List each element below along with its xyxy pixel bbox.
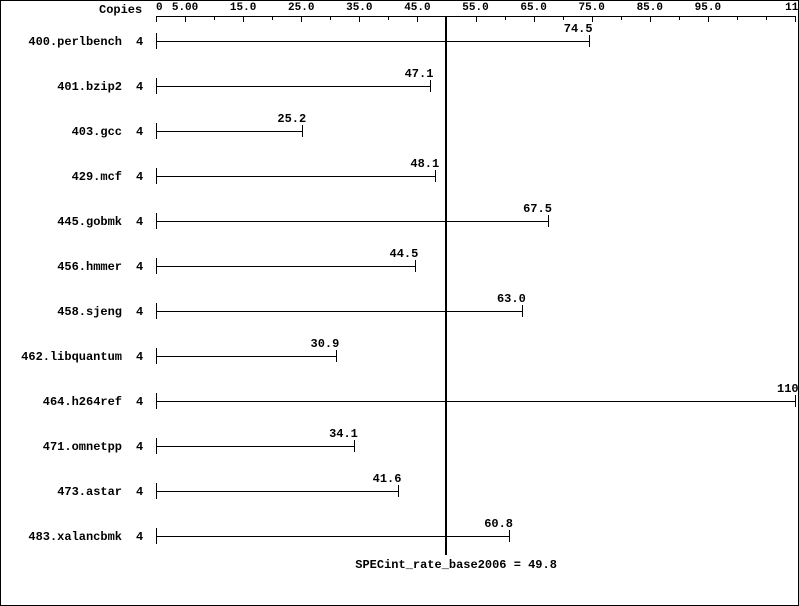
x-minor-tick — [388, 16, 389, 20]
benchmark-bar — [156, 491, 398, 492]
x-minor-tick — [563, 16, 564, 20]
x-minor-tick — [621, 16, 622, 20]
copies-value: 4 — [136, 215, 143, 229]
benchmark-value: 48.1 — [410, 157, 439, 171]
spec-chart: Copies 0 5.00 15.0 25.0 35.0 45.0 55.0 65.0 75.0… — [0, 0, 799, 606]
x-minor-tick — [214, 16, 215, 20]
benchmark-name: 458.sjeng — [57, 305, 122, 319]
x-major-tick — [301, 16, 302, 22]
x-minor-tick — [737, 16, 738, 20]
x-tick-label: 15.0 — [230, 2, 256, 14]
x-minor-tick — [679, 16, 680, 20]
x-tick-label: 0 — [156, 2, 163, 14]
bar-end-cap — [509, 530, 510, 542]
copies-value: 4 — [136, 350, 143, 364]
x-tick-label: 35.0 — [346, 2, 372, 14]
x-tick-label: 5.00 — [172, 2, 198, 14]
copies-value: 4 — [136, 485, 143, 499]
benchmark-bar — [156, 446, 354, 447]
x-minor-tick — [272, 16, 273, 20]
bar-end-cap — [415, 260, 416, 272]
benchmark-name: 456.hmmer — [57, 260, 122, 274]
benchmark-name: 429.mcf — [72, 170, 122, 184]
copies-value: 4 — [136, 530, 143, 544]
bar-end-cap — [548, 215, 549, 227]
benchmark-name: 473.astar — [57, 485, 122, 499]
benchmark-value: 44.5 — [390, 247, 419, 261]
copies-value: 4 — [136, 440, 143, 454]
benchmark-bar — [156, 311, 522, 312]
x-tick-label: 75.0 — [578, 2, 604, 14]
x-major-tick — [156, 16, 157, 22]
benchmark-bar — [156, 131, 302, 132]
benchmark-bar — [156, 266, 415, 267]
x-minor-tick — [505, 16, 506, 20]
copies-value: 4 — [136, 260, 143, 274]
bar-end-cap — [398, 485, 399, 497]
benchmark-name: 483.xalancbmk — [28, 530, 122, 544]
bar-end-cap — [302, 125, 303, 137]
benchmark-value: 34.1 — [329, 427, 358, 441]
bar-end-cap — [430, 80, 431, 92]
benchmark-value: 67.5 — [523, 202, 552, 216]
benchmark-name: 400.perlbench — [28, 35, 122, 49]
benchmark-value: 74.5 — [564, 22, 593, 36]
x-major-tick — [417, 16, 418, 22]
benchmark-bar — [156, 41, 589, 42]
x-tick-label: 55.0 — [462, 2, 488, 14]
benchmark-value: 41.6 — [373, 472, 402, 486]
x-major-tick — [359, 16, 360, 22]
benchmark-bar — [156, 176, 435, 177]
reference-line — [445, 17, 447, 555]
bar-end-cap — [589, 35, 590, 47]
benchmark-bar — [156, 86, 430, 87]
x-tick-label: 85.0 — [637, 2, 663, 14]
benchmark-name: 462.libquantum — [21, 350, 122, 364]
copies-value: 4 — [136, 305, 143, 319]
x-tick-label: 65.0 — [520, 2, 546, 14]
benchmark-value: 25.2 — [277, 112, 306, 126]
x-major-tick — [476, 16, 477, 22]
bar-end-cap — [336, 350, 337, 362]
copies-value: 4 — [136, 35, 143, 49]
x-tick-label: 45.0 — [404, 2, 430, 14]
benchmark-bar — [156, 356, 336, 357]
x-tick-label: 25.0 — [288, 2, 314, 14]
bar-end-cap — [795, 395, 796, 407]
x-major-tick — [795, 16, 796, 22]
benchmark-value: 110 — [777, 382, 799, 396]
x-major-tick — [708, 16, 709, 22]
benchmark-value: 47.1 — [405, 67, 434, 81]
copies-value: 4 — [136, 125, 143, 139]
benchmark-value: 63.0 — [497, 292, 526, 306]
benchmark-name: 471.omnetpp — [43, 440, 122, 454]
x-major-tick — [243, 16, 244, 22]
x-tick-label: 95.0 — [695, 2, 721, 14]
benchmark-bar — [156, 536, 509, 537]
benchmark-name: 403.gcc — [72, 125, 122, 139]
x-tick-label: 110 — [785, 2, 799, 14]
benchmark-value: 30.9 — [311, 337, 340, 351]
copies-value: 4 — [136, 80, 143, 94]
benchmark-value: 60.8 — [484, 517, 513, 531]
copies-value: 4 — [136, 395, 143, 409]
benchmark-bar — [156, 221, 548, 222]
x-major-tick — [185, 16, 186, 22]
x-major-tick — [650, 16, 651, 22]
benchmark-name: 445.gobmk — [57, 215, 122, 229]
bar-end-cap — [435, 170, 436, 182]
copies-value: 4 — [136, 170, 143, 184]
benchmark-bar — [156, 401, 795, 402]
x-minor-tick — [766, 16, 767, 20]
benchmark-name: 401.bzip2 — [57, 80, 122, 94]
benchmark-name: 464.h264ref — [43, 395, 122, 409]
bar-end-cap — [354, 440, 355, 452]
reference-label: SPECint_rate_base2006 = 49.8 — [355, 558, 557, 572]
copies-header: Copies — [99, 3, 142, 17]
x-minor-tick — [330, 16, 331, 20]
x-major-tick — [534, 16, 535, 22]
bar-end-cap — [522, 305, 523, 317]
